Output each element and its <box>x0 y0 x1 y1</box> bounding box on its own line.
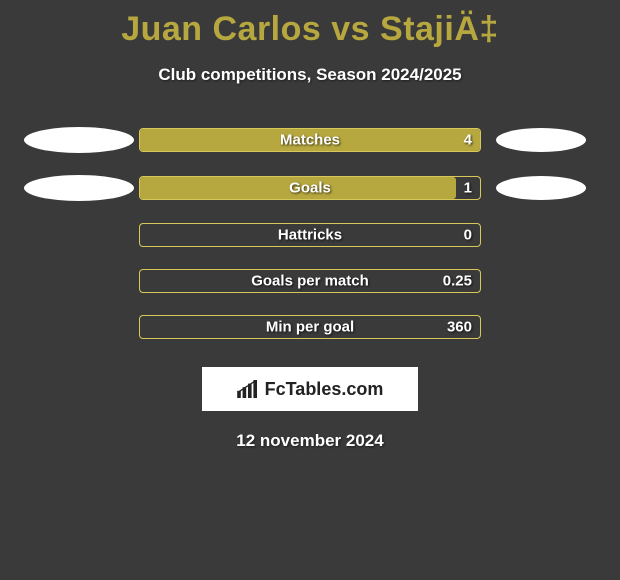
stat-value: 4 <box>464 132 472 149</box>
stat-value: 360 <box>447 319 472 336</box>
left-ellipse-slot <box>19 127 139 153</box>
left-value-ellipse <box>24 127 134 153</box>
page-title: Juan Carlos vs StajiÄ‡ <box>0 0 620 49</box>
stat-label: Goals per match <box>251 273 369 290</box>
right-value-ellipse <box>496 128 586 152</box>
stat-bar: Min per goal 360 <box>139 315 481 339</box>
stat-bar: Goals 1 <box>139 176 481 200</box>
stat-label: Min per goal <box>266 319 354 336</box>
comparison-chart: Matches 4 Goals 1 Hattricks 0 Goals per match 0… <box>0 127 620 339</box>
stat-row: Hattricks 0 <box>0 223 620 247</box>
left-value-ellipse <box>24 175 134 201</box>
stat-label: Goals <box>289 180 331 197</box>
logo-box[interactable]: FcTables.com <box>202 367 418 411</box>
logo-text: FcTables.com <box>265 379 384 400</box>
stat-row: Min per goal 360 <box>0 315 620 339</box>
stat-bar: Hattricks 0 <box>139 223 481 247</box>
stat-label: Matches <box>280 132 340 149</box>
stat-label: Hattricks <box>278 227 342 244</box>
stat-row: Goals per match 0.25 <box>0 269 620 293</box>
right-value-ellipse <box>496 176 586 200</box>
stat-value: 0.25 <box>443 273 472 290</box>
left-ellipse-slot <box>19 175 139 201</box>
bar-chart-icon <box>237 380 259 398</box>
stat-bar: Goals per match 0.25 <box>139 269 481 293</box>
stat-row: Goals 1 <box>0 175 620 201</box>
stat-value: 0 <box>464 227 472 244</box>
page-subtitle: Club competitions, Season 2024/2025 <box>0 65 620 85</box>
date-text: 12 november 2024 <box>0 431 620 451</box>
stat-row: Matches 4 <box>0 127 620 153</box>
right-ellipse-slot <box>481 128 601 152</box>
stat-bar: Matches 4 <box>139 128 481 152</box>
stat-value: 1 <box>464 180 472 197</box>
right-ellipse-slot <box>481 176 601 200</box>
